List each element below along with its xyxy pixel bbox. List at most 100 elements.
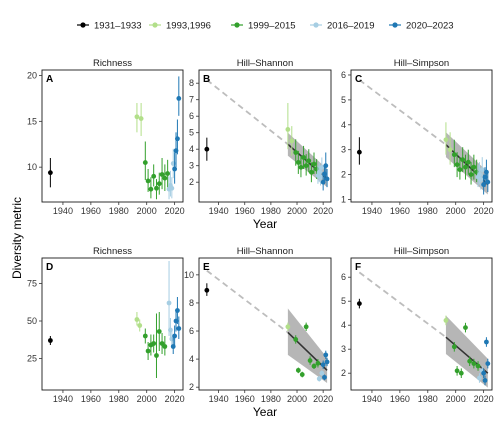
- panel-border: [198, 69, 332, 203]
- point-marker: [142, 160, 148, 165]
- data-point: [303, 154, 309, 176]
- point-marker: [148, 186, 154, 192]
- data-point: [175, 119, 180, 155]
- point-marker: [175, 136, 180, 142]
- data-point: [47, 158, 53, 188]
- y-tick-label: 75: [27, 279, 37, 289]
- data-point: [303, 322, 309, 332]
- data-point: [465, 149, 471, 175]
- point-marker: [319, 164, 325, 170]
- data-point: [142, 141, 148, 180]
- data-point: [172, 152, 178, 184]
- x-axis-label: Year: [253, 217, 277, 231]
- data-point: [148, 177, 154, 199]
- plot-area: [204, 269, 330, 383]
- data-point: [293, 139, 299, 166]
- point-marker: [479, 167, 485, 173]
- x-tick-label: 1960: [390, 206, 410, 216]
- point-marker: [175, 308, 180, 313]
- data-point: [454, 366, 460, 376]
- plot-area: [47, 76, 182, 200]
- y-tick-label: 2: [341, 368, 346, 378]
- point-marker: [457, 167, 463, 173]
- data-point: [443, 315, 449, 326]
- data-point: [293, 335, 299, 344]
- x-tick-label: 2020: [474, 206, 494, 216]
- x-tick-label: 1980: [418, 394, 438, 404]
- point-marker: [322, 374, 327, 380]
- panel-title: Richness: [93, 246, 132, 257]
- point-marker: [301, 155, 306, 160]
- legend-label: 1993,1996: [166, 21, 211, 32]
- point-marker: [145, 178, 151, 184]
- panel-b: Hill–Shannon B 1940 1960 1980 2000 2020 2 3 4 5 6 7 8…: [189, 58, 333, 231]
- panel-d: Richness D 1940 1960 1980 2000 2020 25 50 75: [27, 246, 185, 404]
- y-tick-label: 10: [184, 270, 194, 280]
- point-marker: [447, 147, 453, 153]
- point-marker: [468, 172, 474, 178]
- point-marker: [303, 324, 309, 330]
- data-point: [463, 154, 468, 180]
- y-tick-label: 3: [341, 145, 346, 155]
- y-tick-label: 4: [341, 120, 346, 130]
- panel-letter: E: [203, 262, 210, 273]
- data-point: [315, 359, 321, 368]
- x-axis-label: Year: [253, 405, 277, 419]
- data-point: [298, 155, 304, 178]
- point-marker: [319, 370, 325, 376]
- legend-label: 1931–1933: [94, 21, 142, 32]
- data-point: [134, 103, 140, 133]
- data-point: [324, 357, 330, 367]
- point-marker: [485, 179, 491, 185]
- point-marker: [285, 126, 291, 132]
- point-marker: [169, 185, 175, 191]
- x-tick-label: 1960: [235, 394, 255, 404]
- plot-area: [356, 79, 491, 195]
- data-point: [142, 328, 148, 344]
- data-point: [156, 172, 162, 195]
- y-tick-label: 2: [341, 170, 346, 180]
- point-marker: [170, 344, 176, 349]
- point-marker: [165, 171, 171, 176]
- point-marker: [285, 324, 291, 330]
- data-point: [172, 325, 178, 345]
- panel-title: Hill–Simpson: [394, 246, 449, 257]
- trend-fit-line: [445, 336, 489, 374]
- point-marker: [154, 185, 159, 191]
- point-marker: [159, 172, 165, 177]
- panel-border: [198, 257, 332, 391]
- data-point: [471, 154, 477, 180]
- legend-key-point: [313, 22, 319, 28]
- data-point: [457, 157, 463, 180]
- point-marker: [311, 363, 317, 369]
- data-point: [169, 177, 175, 199]
- point-marker: [454, 162, 460, 168]
- y-tick-label: 25: [27, 354, 37, 364]
- point-marker: [156, 181, 162, 187]
- point-marker: [471, 361, 477, 366]
- y-tick-label: 2: [189, 177, 194, 187]
- point-marker: [204, 146, 210, 152]
- legend-label: 2020–2023: [406, 21, 454, 32]
- data-point: [170, 337, 176, 354]
- data-point: [306, 149, 312, 173]
- legend-item: 1993,1996: [149, 21, 211, 32]
- data-point: [323, 152, 329, 178]
- point-marker: [293, 337, 299, 342]
- data-point: [481, 368, 487, 378]
- data-point: [299, 371, 305, 378]
- x-tick-label: 2000: [137, 206, 157, 216]
- panel-title: Hill–Shannon: [237, 246, 294, 257]
- data-point: [154, 313, 159, 378]
- data-point: [471, 358, 477, 369]
- point-marker: [320, 362, 326, 368]
- x-tick-label: 1940: [53, 206, 73, 216]
- data-point: [307, 356, 313, 365]
- data-point: [47, 336, 53, 345]
- point-marker: [156, 329, 162, 334]
- x-tick-label: 1980: [261, 206, 281, 216]
- data-point: [468, 162, 474, 185]
- point-marker: [311, 161, 317, 167]
